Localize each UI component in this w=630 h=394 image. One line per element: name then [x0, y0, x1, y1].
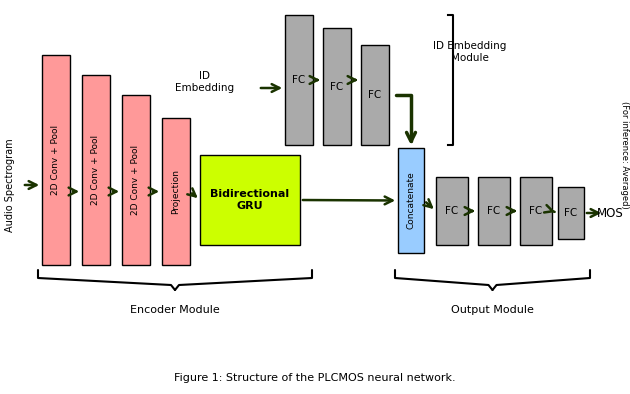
FancyBboxPatch shape [436, 177, 468, 245]
Text: FC: FC [369, 90, 382, 100]
Text: 2D Conv + Pool: 2D Conv + Pool [91, 135, 101, 205]
Text: Concatenate: Concatenate [406, 172, 416, 229]
FancyBboxPatch shape [42, 55, 70, 265]
Text: FC: FC [292, 75, 306, 85]
FancyBboxPatch shape [122, 95, 150, 265]
Text: (For inference: Averaged): (For inference: Averaged) [619, 101, 629, 209]
Text: FC: FC [529, 206, 542, 216]
Text: FC: FC [564, 208, 578, 218]
FancyBboxPatch shape [285, 15, 313, 145]
FancyBboxPatch shape [162, 118, 190, 265]
Text: Encoder Module: Encoder Module [130, 305, 220, 315]
Text: 2D Conv + Pool: 2D Conv + Pool [132, 145, 140, 215]
Text: Bidirectional
GRU: Bidirectional GRU [210, 189, 290, 211]
Text: FC: FC [330, 82, 343, 91]
Text: Projection: Projection [171, 169, 181, 214]
FancyBboxPatch shape [323, 28, 351, 145]
Text: MOS: MOS [597, 206, 623, 219]
Text: ID
Embedding: ID Embedding [175, 71, 234, 93]
Text: FC: FC [445, 206, 459, 216]
FancyBboxPatch shape [520, 177, 552, 245]
FancyBboxPatch shape [558, 187, 584, 239]
FancyBboxPatch shape [82, 75, 110, 265]
FancyBboxPatch shape [200, 155, 300, 245]
Text: FC: FC [488, 206, 501, 216]
Text: 2D Conv + Pool: 2D Conv + Pool [52, 125, 60, 195]
FancyBboxPatch shape [478, 177, 510, 245]
Text: Audio Spectrogram: Audio Spectrogram [5, 138, 15, 232]
Text: ID Embedding
Module: ID Embedding Module [433, 41, 507, 63]
FancyBboxPatch shape [398, 148, 424, 253]
Text: Output Module: Output Module [451, 305, 534, 315]
Text: Figure 1: Structure of the PLCMOS neural network.: Figure 1: Structure of the PLCMOS neural… [174, 373, 456, 383]
FancyBboxPatch shape [361, 45, 389, 145]
